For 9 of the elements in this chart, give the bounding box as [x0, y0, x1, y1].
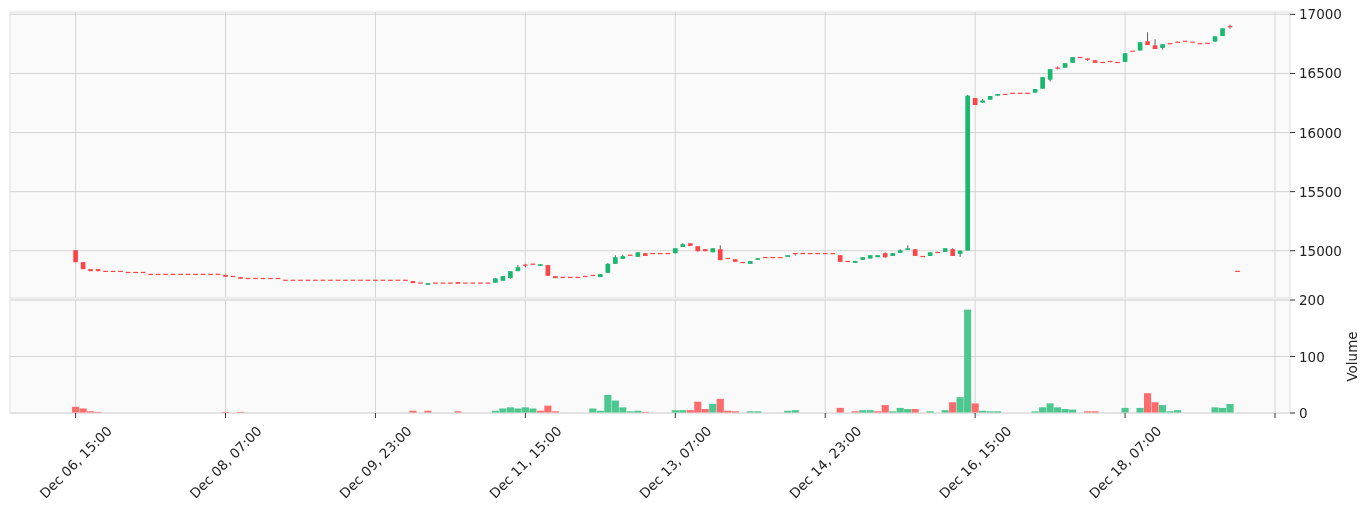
y-tick-label: 15000 [1299, 242, 1342, 259]
y-tick-label: 17000 [1299, 6, 1342, 23]
y-axis-title: Volume [1344, 331, 1360, 382]
y-tick-label: 200 [1299, 292, 1325, 308]
y-tick-label: 16000 [1299, 124, 1342, 141]
y-tick-label: 0 [1299, 405, 1308, 421]
y-tick-label: 100 [1299, 348, 1325, 365]
y-tick-label: 16500 [1299, 65, 1342, 82]
y-tick-label: 15500 [1299, 183, 1342, 200]
